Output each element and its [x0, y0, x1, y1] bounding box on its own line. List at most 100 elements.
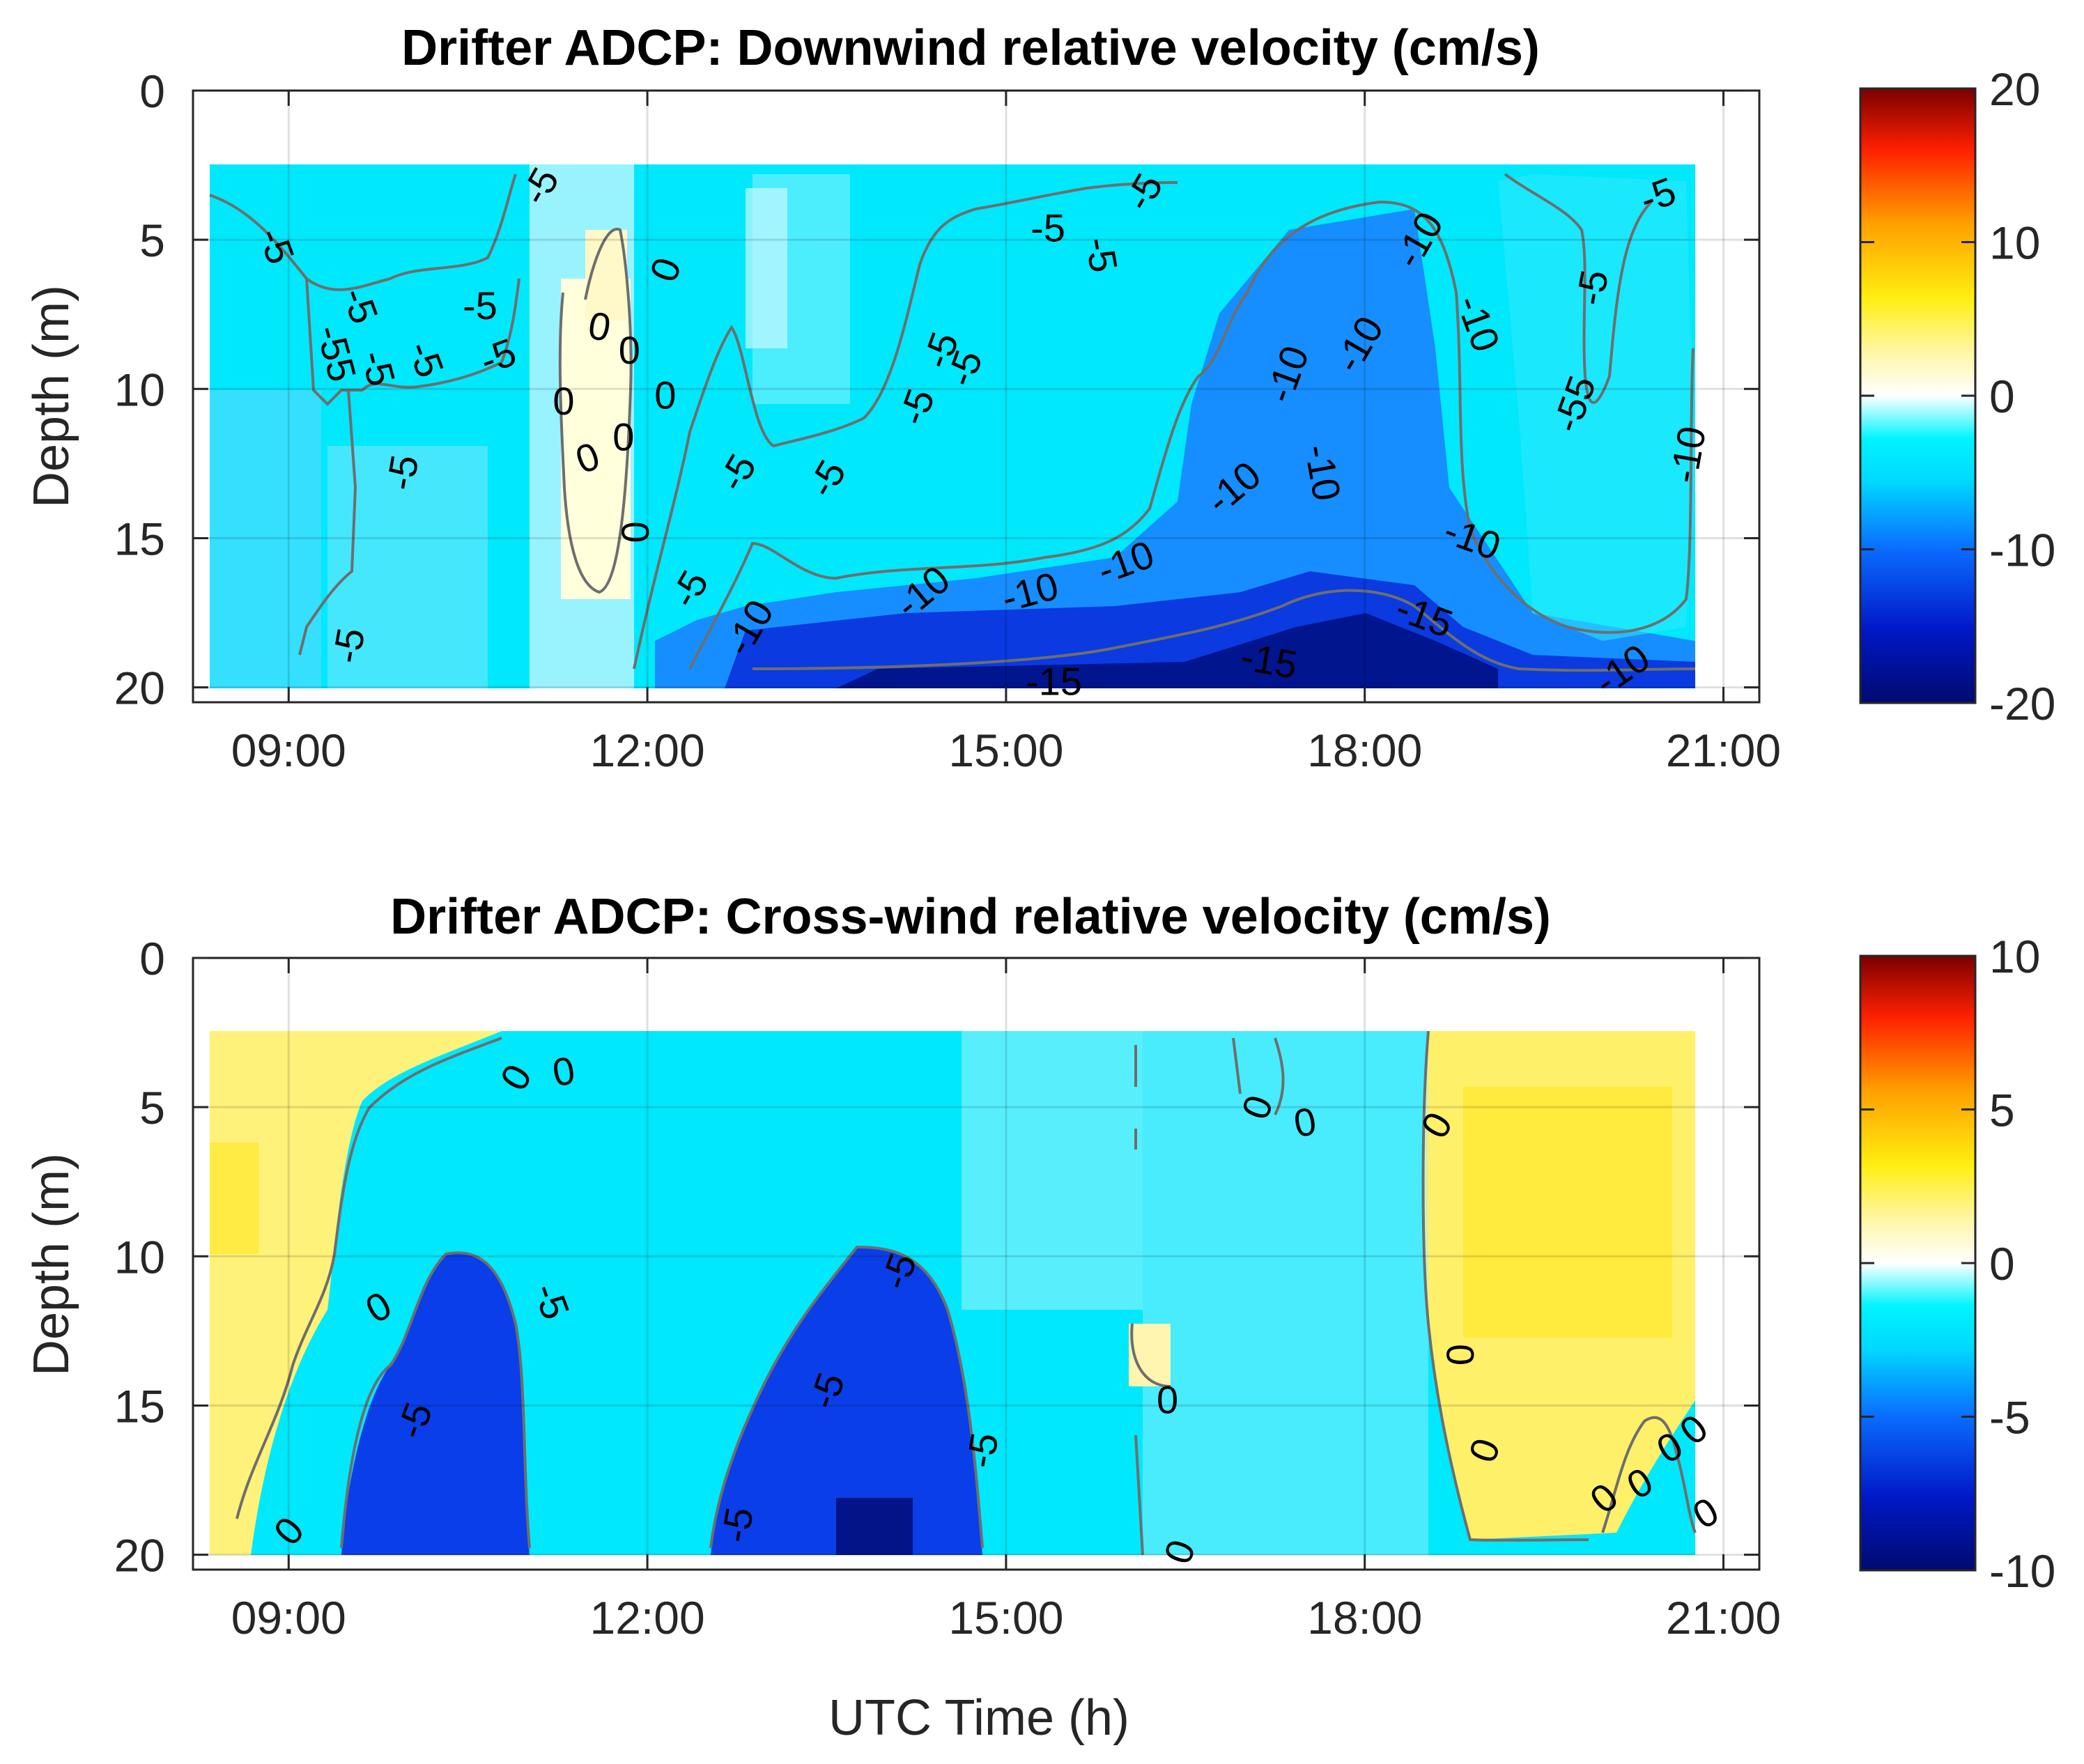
y-tick-label: 10	[114, 364, 165, 415]
top-y-ticks: 0 5 10 15 20	[114, 65, 1759, 714]
contour-label: -5	[378, 451, 427, 493]
top-region-darkest	[836, 613, 1498, 688]
top-chart-title: Drifter ADCP: Downwind relative velocity…	[401, 20, 1540, 76]
bottom-contour-line	[236, 1037, 502, 1519]
bottom-chart-title: Drifter ADCP: Cross-wind relative veloci…	[390, 889, 1551, 945]
top-contour-line	[209, 173, 517, 291]
bottom-colorbar-bar	[1859, 954, 1977, 1572]
y-tick-label: 15	[114, 1380, 165, 1432]
bottom-region-mid-light	[962, 1031, 1143, 1310]
contour-label: -10	[1297, 441, 1350, 504]
bottom-axes-box	[192, 957, 1761, 1571]
bottom-y-ticks: 0 5 10 15 20	[114, 933, 1759, 1581]
x-tick-label: 18:00	[1307, 1592, 1422, 1643]
bottom-contour-line	[1421, 1030, 1589, 1542]
bottom-region-darkest	[836, 1498, 913, 1555]
bottom-x-axis-label: UTC Time (h)	[828, 1690, 1129, 1746]
bottom-region-right-light	[1143, 1031, 1428, 1555]
contour-label: 0	[1438, 1344, 1482, 1365]
x-tick-label: 21:00	[1666, 725, 1781, 776]
contour-label: 0	[1157, 1377, 1178, 1421]
contour-label: -5	[463, 284, 497, 327]
bottom-contour-line	[1232, 1037, 1285, 1115]
x-tick-label: 18:00	[1307, 725, 1422, 776]
bottom-region-blue-left	[341, 1253, 530, 1555]
top-axes-box	[192, 89, 1761, 704]
colorbar-tick-label: 10	[1989, 217, 2040, 269]
top-region-blue	[655, 209, 1695, 688]
top-contour-line	[752, 589, 1696, 672]
y-tick-label: 0	[139, 933, 165, 984]
y-tick-label: 20	[114, 663, 165, 714]
contour-label: -10	[1661, 423, 1714, 486]
contour-label: 0	[613, 521, 657, 543]
contour-label: -15	[1026, 660, 1082, 704]
top-contour-line	[558, 227, 633, 594]
y-tick-label: 0	[139, 65, 165, 117]
bottom-y-axis-label: Depth (m)	[24, 1153, 79, 1376]
bottom-region-left-yellow	[210, 1031, 502, 1555]
bottom-colorbar-ticks: 10 5 0 -5 -10	[1860, 931, 2055, 1597]
top-panel: Drifter ADCP: Downwind relative velocity…	[24, 20, 2055, 776]
bottom-gridlines	[193, 957, 1759, 1570]
bottom-region-left-yellow-core	[210, 1143, 258, 1254]
colorbar-tick-label: -10	[1989, 525, 2055, 576]
bottom-colorbar: 10 5 0 -5 -10	[1859, 931, 2055, 1597]
x-tick-label: 09:00	[231, 1592, 346, 1643]
colorbar-tick-label: 0	[1989, 1238, 2015, 1290]
y-tick-label: 20	[114, 1530, 165, 1581]
top-gridlines	[193, 89, 1759, 702]
bottom-x-ticks: 09:00 12:00 15:00 18:00 21:00	[231, 958, 1781, 1643]
contour-label: -5	[957, 1430, 1007, 1471]
top-colorbar-bar	[1859, 87, 1977, 704]
top-region-mid-pale	[746, 188, 787, 348]
bottom-region-zero-patch	[1129, 1324, 1171, 1386]
x-tick-label: 12:00	[590, 725, 705, 776]
bottom-panel: Drifter ADCP: Cross-wind relative veloci…	[24, 889, 2055, 1746]
bottom-contour-line	[1134, 1045, 1144, 1556]
bottom-contours	[236, 1030, 1697, 1556]
colorbar-tick-label: 0	[1989, 371, 2015, 422]
x-tick-label: 12:00	[590, 1592, 705, 1643]
contour-label: 0	[654, 373, 676, 417]
y-tick-label: 10	[114, 1231, 165, 1283]
contour-label: 0	[553, 379, 574, 423]
top-contours	[209, 173, 1696, 672]
x-tick-label: 15:00	[948, 1592, 1063, 1643]
colorbar-tick-label: 5	[1989, 1085, 2015, 1136]
x-tick-label: 21:00	[1666, 1592, 1781, 1643]
bottom-region-right-yellow-core	[1463, 1087, 1672, 1338]
top-region-right	[1498, 174, 1695, 641]
contour-label: -5	[712, 1504, 762, 1546]
bottom-region-blue-mid	[711, 1247, 982, 1555]
bottom-contour-line	[709, 1245, 984, 1549]
top-x-ticks: 09:00 12:00 15:00 18:00 21:00	[231, 91, 1781, 776]
y-tick-label: 5	[139, 215, 165, 266]
colorbar-tick-label: 20	[1989, 63, 2040, 115]
top-colorbar-ticks: 20 10 0 -10 -20	[1860, 63, 2055, 729]
contour-label: 0	[612, 415, 634, 458]
colorbar-tick-label: -5	[1989, 1392, 2030, 1444]
y-tick-label: 15	[114, 513, 165, 564]
top-contour-line	[633, 181, 1178, 670]
bottom-contour-line	[1130, 1323, 1171, 1388]
top-region-left-deep	[210, 390, 321, 688]
colorbar-tick-label: -10	[1989, 1545, 2055, 1597]
top-contour-line	[688, 200, 1695, 670]
bottom-contour-line	[340, 1251, 531, 1549]
top-contour-line	[298, 389, 357, 656]
contour-label: -5	[1077, 234, 1127, 276]
top-contour-line	[1504, 173, 1653, 404]
contour-label: -5	[1567, 267, 1616, 309]
bottom-contour-line	[1601, 1416, 1697, 1533]
top-colorbar: 20 10 0 -10 -20	[1859, 63, 2055, 729]
x-tick-label: 15:00	[948, 725, 1063, 776]
contour-label: 0	[619, 328, 640, 372]
contour-label: -15	[1237, 634, 1301, 687]
colorbar-tick-label: -20	[1989, 678, 2055, 729]
contour-label: -5	[1031, 206, 1065, 250]
x-tick-label: 09:00	[231, 725, 346, 776]
